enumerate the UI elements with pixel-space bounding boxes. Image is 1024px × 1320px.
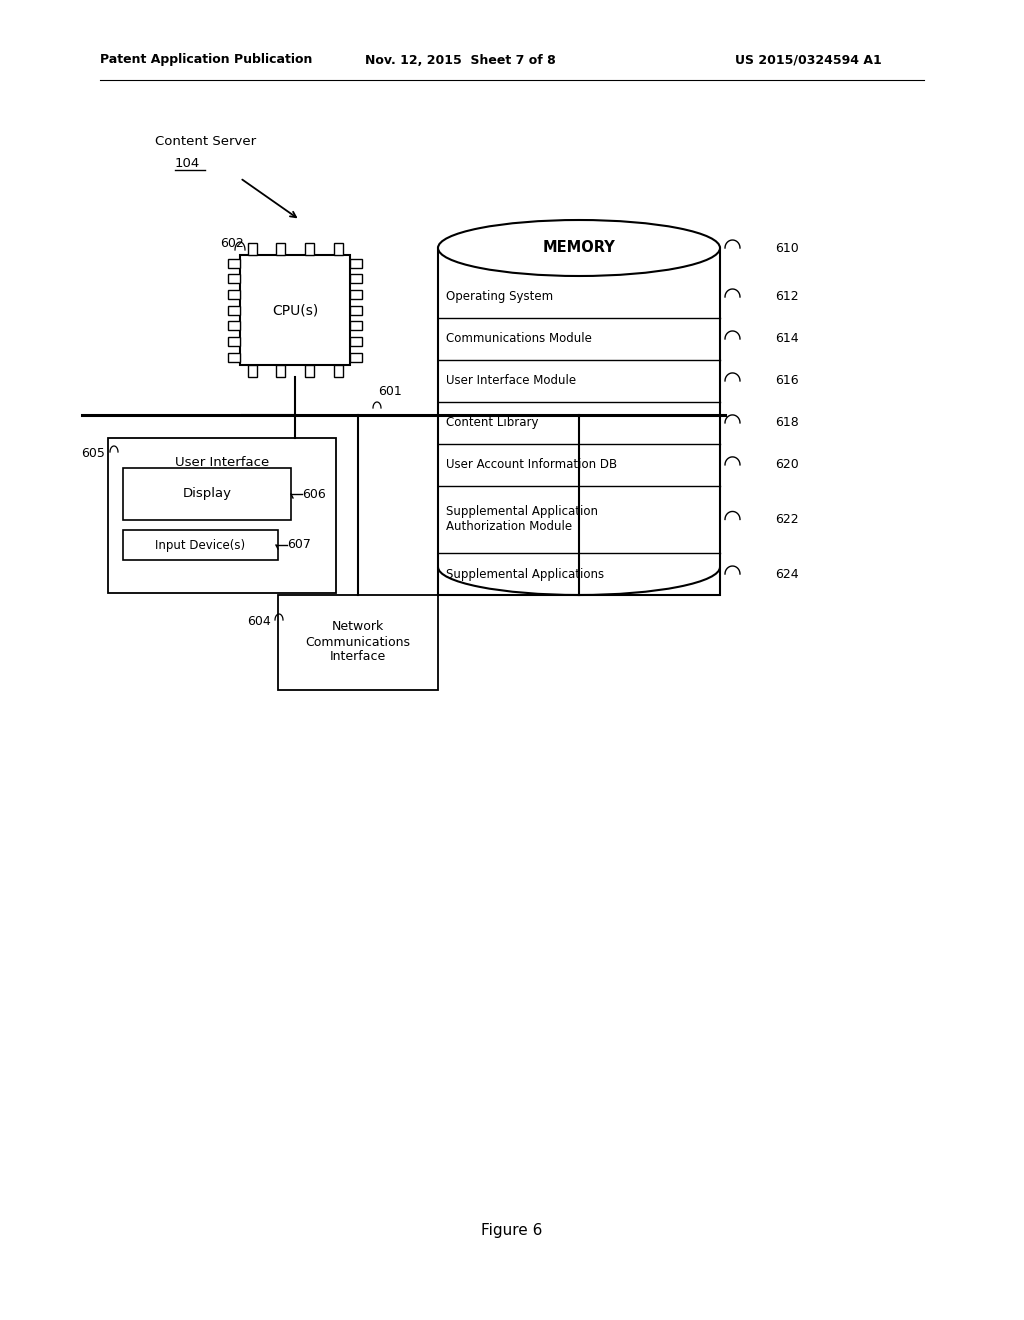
Bar bbox=[350, 352, 362, 362]
Bar bbox=[334, 366, 343, 378]
Text: Display: Display bbox=[182, 487, 231, 500]
Text: US 2015/0324594 A1: US 2015/0324594 A1 bbox=[735, 54, 882, 66]
Bar bbox=[228, 352, 240, 362]
Text: Content Library: Content Library bbox=[446, 416, 539, 429]
Bar bbox=[305, 366, 314, 378]
Text: 604: 604 bbox=[247, 615, 271, 628]
Text: Figure 6: Figure 6 bbox=[481, 1222, 543, 1238]
Bar bbox=[350, 321, 362, 330]
Text: 606: 606 bbox=[302, 487, 326, 500]
Text: User Interface: User Interface bbox=[175, 455, 269, 469]
Bar bbox=[228, 337, 240, 346]
Bar bbox=[350, 306, 362, 315]
Bar bbox=[123, 469, 291, 520]
Bar bbox=[248, 243, 257, 255]
Bar bbox=[228, 259, 240, 268]
Bar bbox=[228, 275, 240, 282]
Text: 607: 607 bbox=[287, 539, 311, 552]
Text: 614: 614 bbox=[775, 333, 799, 346]
Text: Nov. 12, 2015  Sheet 7 of 8: Nov. 12, 2015 Sheet 7 of 8 bbox=[365, 54, 556, 66]
Bar bbox=[350, 337, 362, 346]
Bar bbox=[228, 321, 240, 330]
Text: Supplemental Applications: Supplemental Applications bbox=[446, 568, 604, 581]
Text: Input Device(s): Input Device(s) bbox=[155, 539, 245, 552]
Bar bbox=[278, 595, 438, 690]
Ellipse shape bbox=[438, 220, 720, 276]
Text: 612: 612 bbox=[775, 290, 799, 304]
Bar bbox=[350, 290, 362, 300]
Text: 616: 616 bbox=[775, 375, 799, 388]
Text: 622: 622 bbox=[775, 513, 799, 525]
Text: User Account Information DB: User Account Information DB bbox=[446, 458, 617, 471]
Bar bbox=[228, 306, 240, 315]
Bar bbox=[276, 366, 285, 378]
Text: Communications Module: Communications Module bbox=[446, 333, 592, 346]
Bar bbox=[228, 290, 240, 300]
Text: Operating System: Operating System bbox=[446, 290, 553, 304]
Text: Content Server: Content Server bbox=[155, 135, 256, 148]
Text: 605: 605 bbox=[81, 447, 105, 459]
Text: Supplemental Application
Authorization Module: Supplemental Application Authorization M… bbox=[446, 506, 598, 533]
Text: User Interface Module: User Interface Module bbox=[446, 375, 577, 388]
Text: CPU(s): CPU(s) bbox=[272, 304, 318, 317]
Text: Network
Communications
Interface: Network Communications Interface bbox=[305, 620, 411, 664]
Text: 624: 624 bbox=[775, 568, 799, 581]
Bar bbox=[248, 366, 257, 378]
Bar bbox=[350, 259, 362, 268]
Bar bbox=[108, 438, 336, 593]
Text: Patent Application Publication: Patent Application Publication bbox=[100, 54, 312, 66]
Bar bbox=[334, 243, 343, 255]
Bar bbox=[350, 275, 362, 282]
Text: 601: 601 bbox=[378, 385, 401, 399]
Bar bbox=[305, 243, 314, 255]
Bar bbox=[438, 248, 720, 595]
Text: 610: 610 bbox=[775, 242, 799, 255]
Text: 618: 618 bbox=[775, 416, 799, 429]
Bar bbox=[276, 243, 285, 255]
Text: 602: 602 bbox=[220, 238, 244, 249]
Text: MEMORY: MEMORY bbox=[543, 240, 615, 256]
Text: 620: 620 bbox=[775, 458, 799, 471]
Text: 104: 104 bbox=[175, 157, 201, 170]
Bar bbox=[123, 531, 278, 560]
Bar bbox=[240, 255, 350, 366]
